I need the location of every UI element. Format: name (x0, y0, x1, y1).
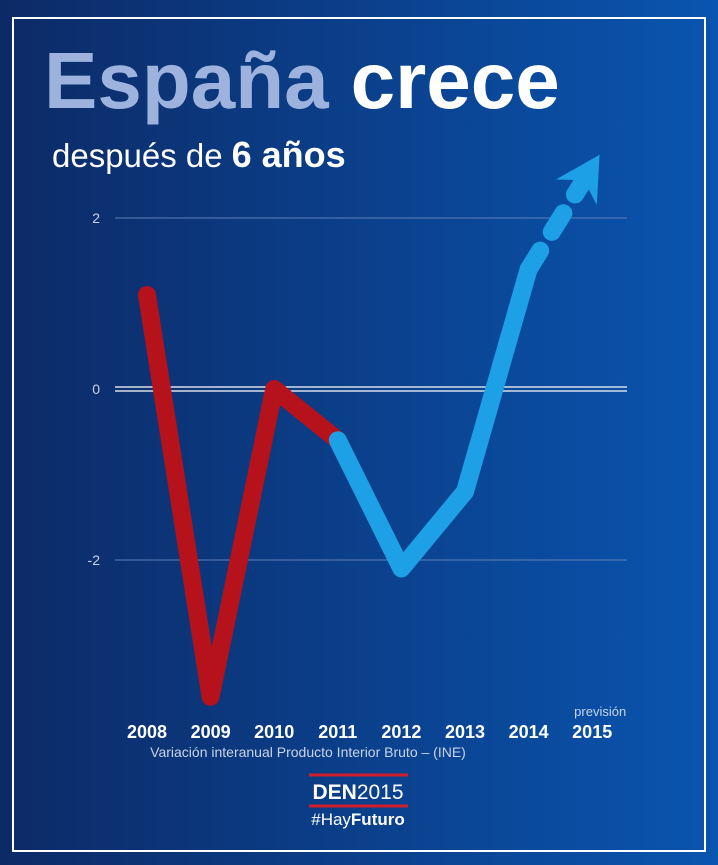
subtitle-part: después de (52, 137, 223, 174)
x-tick-label: 2013 (445, 722, 485, 742)
data-line (519, 174, 591, 279)
x-tick-label: 2015 (572, 722, 612, 742)
y-tick-label: 0 (92, 381, 100, 397)
subtitle-part: 6 años (232, 134, 346, 175)
title-part: crece (351, 36, 560, 125)
title-part: España (44, 36, 329, 125)
x-tick-label: 2010 (254, 722, 294, 742)
subtitle: después de 6 años (52, 134, 346, 175)
chart-title: España crece (44, 36, 560, 125)
tag-part: #Hay (311, 810, 351, 829)
x-tick-label: 2008 (127, 722, 167, 742)
y-tick-label: 2 (92, 210, 100, 226)
footer-tag: #HayFuturo (311, 810, 405, 829)
x-tick-label: 2014 (509, 722, 549, 742)
tag-part: Futuro (351, 810, 405, 829)
x-tick-label: 2009 (191, 722, 231, 742)
data-line (138, 286, 347, 706)
x-tick-label: 2011 (318, 722, 357, 742)
plot: -2 0 2 2008 2009 2010 2011 2012 2013 2014 2015 prev… (88, 154, 627, 742)
x-axis-label: Variación interanual Producto Interior B… (150, 744, 466, 760)
forecast-label: previsión (574, 704, 626, 719)
brand-part: DEN (312, 781, 356, 804)
frame (12, 17, 706, 852)
x-tick-label: 2012 (381, 722, 421, 742)
data-line (328, 260, 538, 578)
y-tick-label: -2 (88, 552, 101, 568)
brand-part: 2015 (357, 781, 404, 804)
footer-brand: DEN2015 (312, 781, 403, 804)
